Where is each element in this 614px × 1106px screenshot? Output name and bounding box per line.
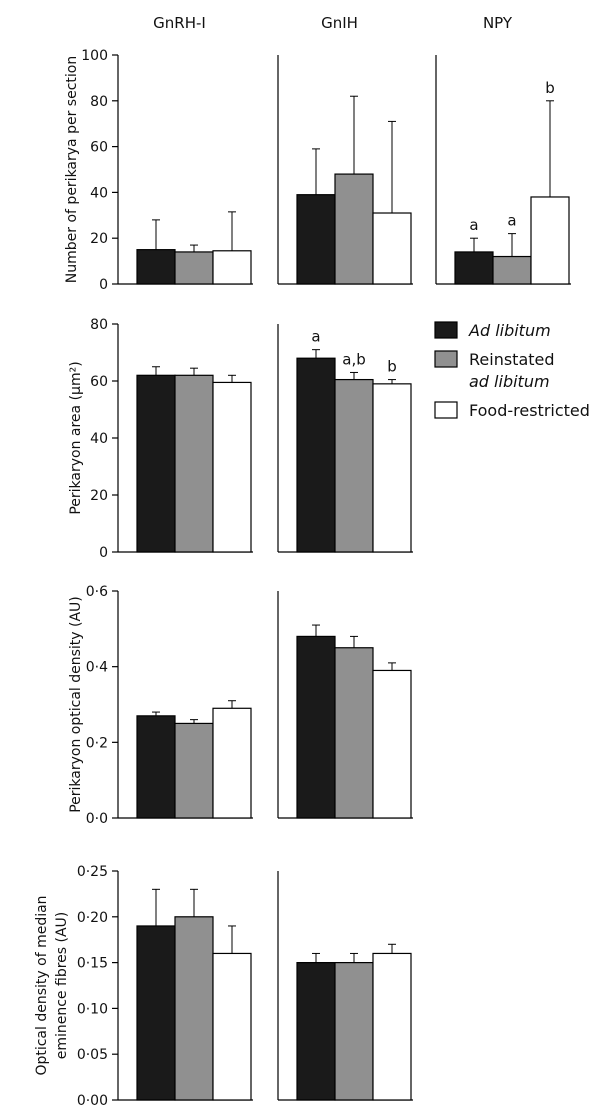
legend-label: ad libitum <box>469 372 550 391</box>
bar <box>296 961 336 1101</box>
significance-letter: a <box>311 328 320 346</box>
y-tick-label: 60 <box>90 140 108 156</box>
legend-label: Food-restricted <box>469 401 590 420</box>
y-axis-label: Number of perikarya per section <box>64 56 80 283</box>
y-tick-label: 60 <box>90 374 108 390</box>
bar <box>454 251 494 285</box>
bar <box>212 381 252 553</box>
y-tick-label: 0·25 <box>77 864 108 880</box>
y-tick-label: 0·15 <box>77 956 108 972</box>
y-axis-label: Perikaryon optical density (AU) <box>68 596 84 813</box>
bar <box>334 378 374 553</box>
legend-swatch <box>434 350 458 368</box>
bar <box>334 173 374 285</box>
y-axis-label: Optical density of median <box>34 895 50 1075</box>
legend-swatch <box>434 401 458 419</box>
y-tick-label: 0·6 <box>86 584 108 600</box>
bar <box>492 255 532 285</box>
bar <box>372 383 412 553</box>
column-header-gnih: GnIH <box>321 14 358 32</box>
y-tick-label: 40 <box>90 431 108 447</box>
y-tick-label: 0 <box>99 277 108 293</box>
bar <box>334 647 374 819</box>
bar <box>372 952 412 1101</box>
significance-letter: a,b <box>342 350 365 368</box>
bar <box>334 961 374 1101</box>
significance-letter: b <box>387 358 397 376</box>
bar <box>136 715 176 819</box>
bar <box>174 916 214 1101</box>
bar <box>174 251 214 285</box>
bar <box>136 249 176 285</box>
bar <box>174 722 214 819</box>
y-tick-label: 0·00 <box>77 1093 108 1106</box>
y-axis-label: eminence fibres (AU) <box>54 912 70 1060</box>
y-tick-label: 0·2 <box>86 735 108 751</box>
y-tick-label: 20 <box>90 231 108 247</box>
bar <box>136 925 176 1101</box>
y-tick-label: 0·05 <box>77 1047 108 1063</box>
bar <box>296 357 336 553</box>
column-header-gnrh-i: GnRH-I <box>153 14 206 32</box>
bar <box>136 374 176 553</box>
y-tick-label: 80 <box>90 317 108 333</box>
y-tick-label: 40 <box>90 185 108 201</box>
bar <box>372 212 412 285</box>
y-tick-label: 100 <box>81 48 108 64</box>
y-tick-label: 0·0 <box>86 811 108 827</box>
y-tick-label: 20 <box>90 488 108 504</box>
bar <box>212 952 252 1101</box>
bar <box>212 707 252 819</box>
significance-letter: a <box>469 216 478 234</box>
bar <box>174 374 214 553</box>
y-tick-label: 0·4 <box>86 660 108 676</box>
y-tick-label: 0 <box>99 545 108 561</box>
bar <box>296 194 336 285</box>
y-tick-label: 0·10 <box>77 1001 108 1017</box>
legend-swatch <box>434 321 458 339</box>
column-header-npy: NPY <box>483 14 513 32</box>
bar <box>296 635 336 819</box>
y-axis-label: Perikaryon area (μm²) <box>68 361 84 514</box>
y-tick-label: 0·20 <box>77 910 108 926</box>
legend-label: Ad libitum <box>468 321 551 340</box>
legend-label: Reinstated <box>469 350 555 369</box>
bar <box>372 669 412 819</box>
bar <box>212 250 252 285</box>
significance-letter: a <box>507 212 516 230</box>
significance-letter: b <box>545 79 555 97</box>
y-tick-label: 80 <box>90 94 108 110</box>
bar <box>530 196 570 285</box>
